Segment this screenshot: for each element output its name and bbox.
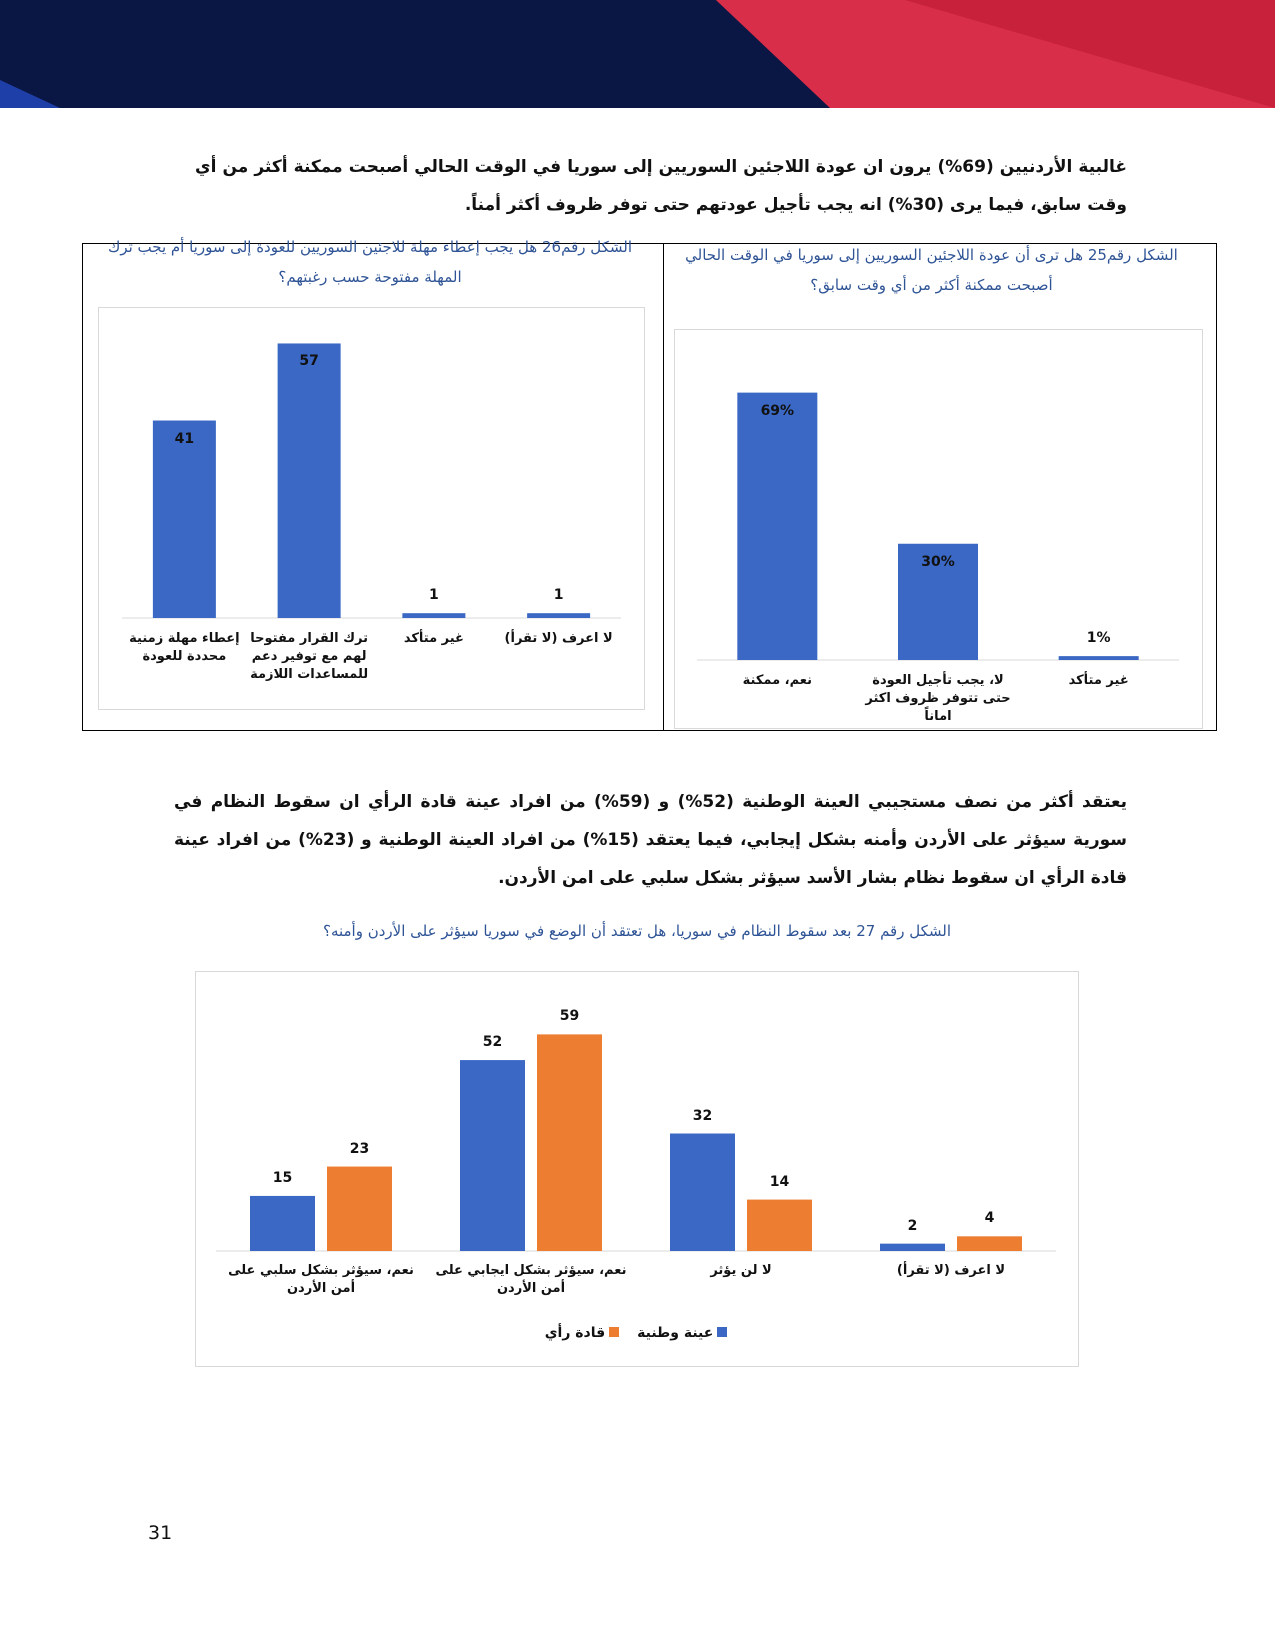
charts-box [82, 243, 1217, 731]
bar [250, 1195, 315, 1251]
data-label: 52 [482, 1034, 503, 1051]
bar [1058, 656, 1139, 660]
data-label: 59 [559, 1008, 580, 1025]
banner-shade [716, 0, 1275, 108]
bar [537, 1034, 602, 1251]
x-tick-label: لا، يجب تأجيل العودة حتى تتوفر ظروف اكثر… [865, 673, 1011, 724]
banner-blue [0, 80, 60, 108]
bar [402, 613, 466, 618]
bar [277, 343, 341, 618]
box-divider [663, 243, 664, 731]
legend: عينة وطنية قادة رأي [216, 1325, 1056, 1341]
x-tick-label: لا اعرف (لا تقرأ) [896, 1263, 1006, 1278]
legend-item: قادة رأي [544, 1325, 620, 1341]
x-tick-label: نعم، سيؤثر بشكل سلبي على أمن الأردن [228, 1263, 414, 1296]
data-label: 41 [174, 430, 195, 447]
x-tick-label: غير متأكد [1068, 673, 1129, 688]
legend-swatch [609, 1327, 620, 1337]
x-tick-label: غير متأكد [403, 631, 464, 646]
data-label: 32 [692, 1107, 713, 1124]
chart-title: الشكل رقم26 هل يجب إعطاء مهلة للاجئين ال… [107, 238, 633, 286]
paragraph: غالبية الأردنيين (69%) يرون ان عودة اللا… [195, 157, 1127, 215]
bar [152, 420, 216, 618]
x-tick-label: إعطاء مهلة زمنية محددة للعودة [129, 631, 240, 664]
bar [747, 1199, 812, 1251]
legend-swatch [717, 1327, 728, 1337]
bar [327, 1166, 392, 1251]
chart-frame [674, 329, 1203, 729]
x-tick-label: ترك القرار مفتوحا لهم مع توفير دعم للمسا… [250, 631, 369, 682]
bar [880, 1243, 945, 1251]
chart-title: الشكل رقم25 هل ترى أن عودة اللاجئين السو… [685, 246, 1178, 294]
data-label: 1% [1086, 630, 1111, 647]
data-label: 1 [553, 587, 564, 604]
bar [737, 392, 818, 660]
paragraph: يعتقد أكثر من نصف مستجيبي العينة الوطنية… [174, 792, 1128, 888]
legend-item: عينة وطنية [637, 1325, 728, 1341]
legend-label: عينة وطنية [637, 1325, 714, 1341]
chart-frame [98, 307, 645, 710]
chart-title: الشكل رقم 27 بعد سقوط النظام في سوريا، ه… [322, 922, 951, 940]
data-label: 14 [769, 1173, 790, 1190]
data-label: 57 [299, 353, 319, 370]
x-tick-label: نعم، ممكنة [742, 673, 813, 688]
data-label: 30% [921, 553, 955, 570]
x-tick-label: نعم، سيؤثر بشكل ايجابي على أمن الأردن [435, 1263, 627, 1296]
data-label: 15 [272, 1169, 293, 1186]
x-tick-label: لا لن يؤثر [710, 1263, 772, 1278]
header-banner [0, 0, 1275, 108]
data-label: 1 [429, 587, 439, 604]
data-label: 23 [349, 1140, 370, 1157]
bar [527, 613, 591, 618]
bar [670, 1133, 735, 1251]
bar [957, 1236, 1022, 1251]
data-label: 2 [907, 1217, 918, 1234]
legend-label: قادة رأي [544, 1325, 606, 1341]
bar [898, 543, 978, 660]
data-label: 69% [760, 402, 795, 419]
x-tick-label: لا اعرف (لا تقرأ) [504, 631, 613, 646]
chart-frame [195, 971, 1079, 1367]
data-label: 4 [984, 1210, 995, 1227]
bar [460, 1060, 525, 1251]
page-number: 31 [148, 1522, 173, 1544]
